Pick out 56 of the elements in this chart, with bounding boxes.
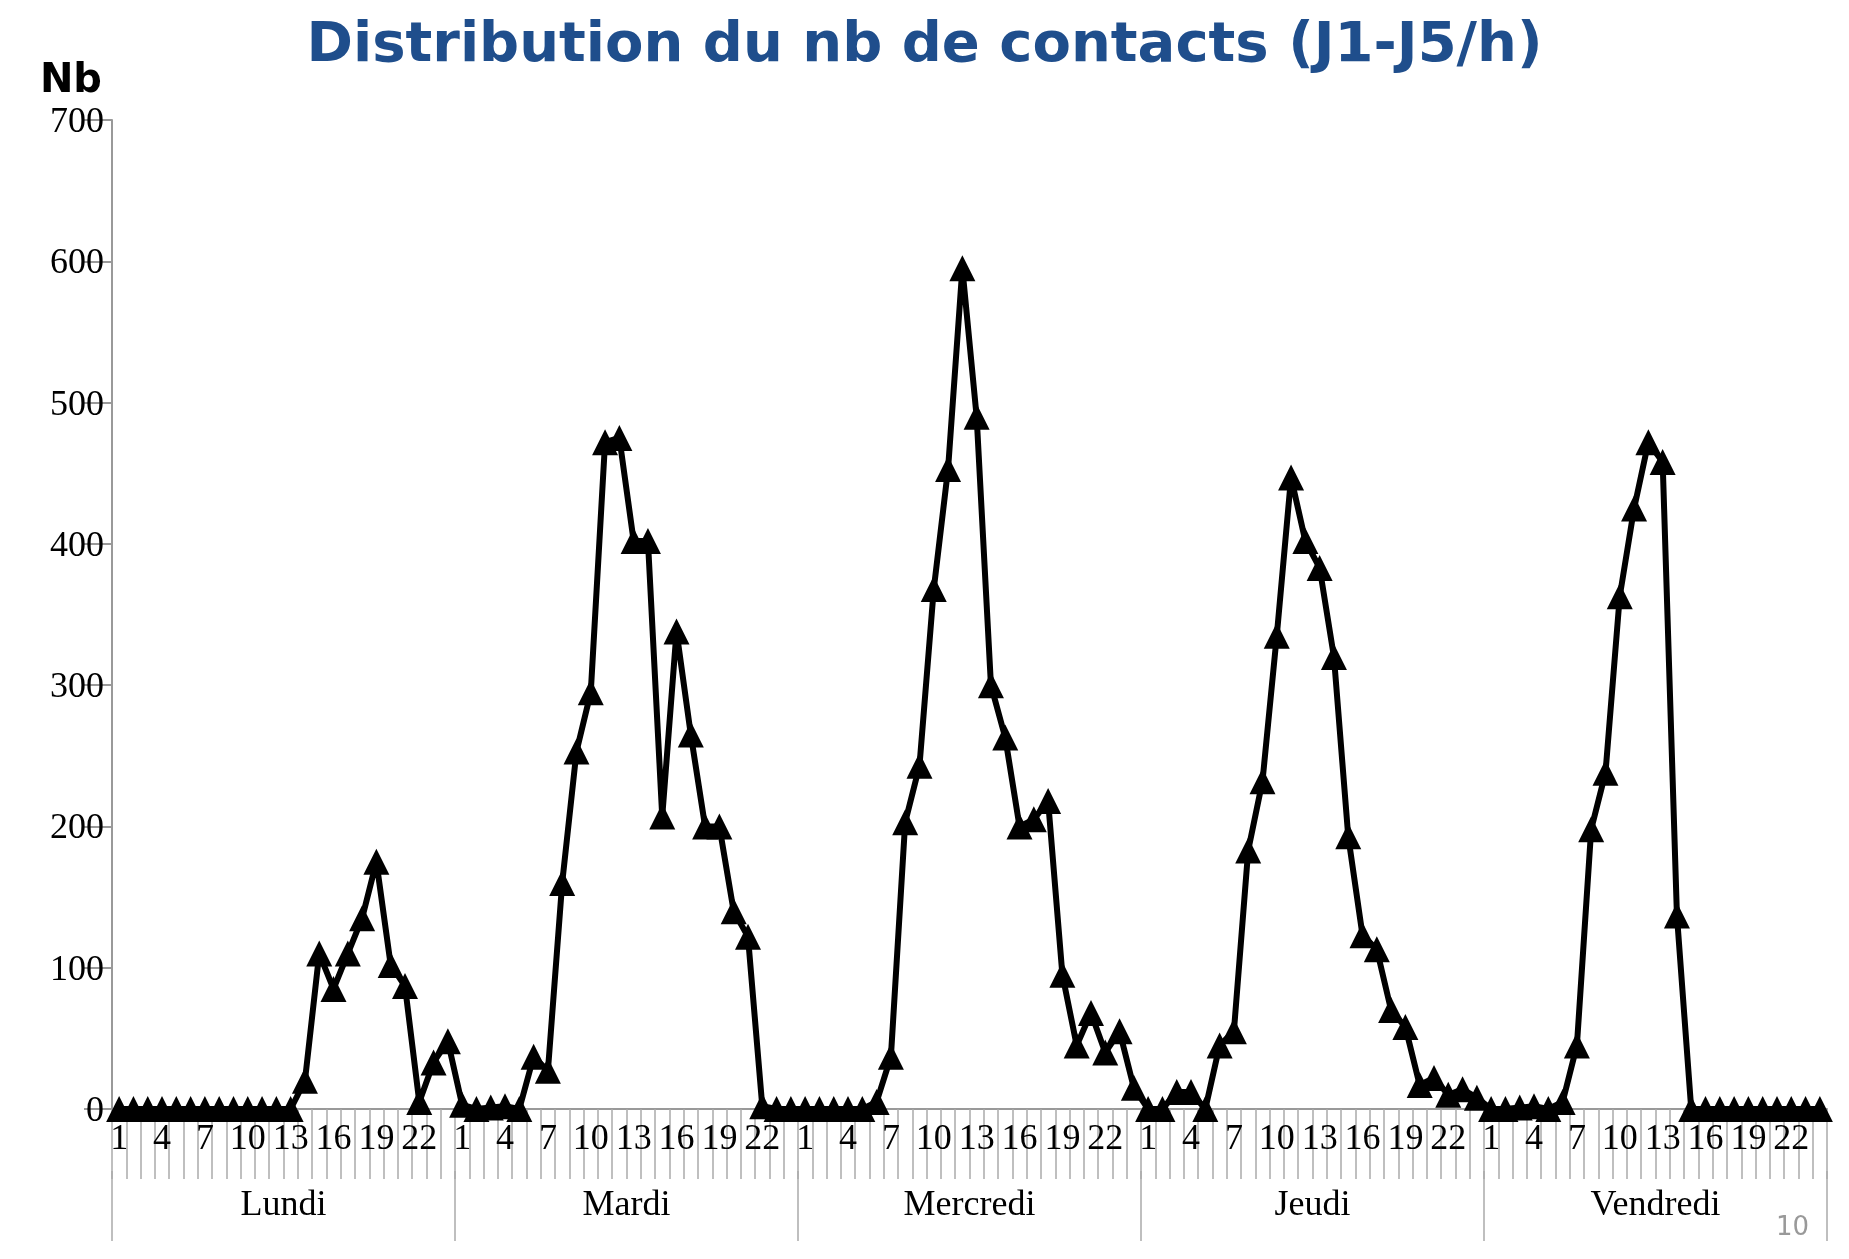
x-tick-label: 22: [1430, 1117, 1467, 1157]
y-tick-label: 700: [50, 100, 104, 140]
x-tick-label: 1: [110, 1117, 129, 1157]
x-tick-label: 19: [1387, 1117, 1424, 1157]
x-tick-label: 4: [839, 1117, 858, 1157]
x-tick-label: 16: [315, 1117, 352, 1157]
x-tick-label: 10: [915, 1117, 952, 1157]
y-tick-label: 500: [50, 382, 104, 423]
text: Lundi: [240, 1183, 327, 1223]
x-tick-label: 13: [1644, 1117, 1681, 1157]
x-tick-label: 4: [153, 1117, 172, 1157]
x-tick-label: 22: [1087, 1117, 1124, 1157]
x-tick-label: 7: [1224, 1117, 1243, 1157]
x-tick-label: 22: [401, 1117, 438, 1157]
x-tick-label: 16: [658, 1117, 695, 1157]
x-tick-label: 4: [1525, 1117, 1544, 1157]
y-tick-label: 300: [50, 665, 104, 706]
y-tick-label: 100: [50, 947, 104, 988]
chart-title: Distribution du nb de contacts (J1-J5/h): [306, 8, 1543, 74]
y-tick-label: 400: [50, 523, 104, 564]
text: Vendredi: [1590, 1183, 1721, 1223]
x-tick-label: 13: [958, 1117, 995, 1157]
x-tick-label: 10: [1258, 1117, 1295, 1157]
x-tick-label: 13: [615, 1117, 652, 1157]
x-tick-label: 19: [1044, 1117, 1081, 1157]
x-tick-label: 13: [272, 1117, 309, 1157]
text: Mercredi: [903, 1183, 1036, 1223]
x-tick-label: 22: [1773, 1117, 1810, 1157]
x-tick-label: 19: [701, 1117, 738, 1157]
x-tick-label: 19: [1730, 1117, 1767, 1157]
text: Mardi: [582, 1183, 671, 1223]
y-tick-label: 600: [50, 241, 104, 282]
x-tick-label: 1: [1482, 1117, 1501, 1157]
x-tick-label: 19: [358, 1117, 395, 1157]
x-tick-label: 1: [1139, 1117, 1158, 1157]
text: 10: [1775, 1211, 1810, 1241]
y-axis-title: Nb: [39, 55, 102, 101]
x-tick-label: 22: [744, 1117, 781, 1157]
x-tick-label: 13: [1301, 1117, 1338, 1157]
x-tick-label: 7: [195, 1117, 214, 1157]
x-tick-label: 10: [1601, 1117, 1638, 1157]
x-tick-label: 16: [1344, 1117, 1381, 1157]
x-tick-label: 4: [1182, 1117, 1201, 1157]
x-tick-label: 1: [453, 1117, 472, 1157]
x-tick-label: 7: [1567, 1117, 1586, 1157]
y-tick-label: 0: [86, 1089, 104, 1129]
x-tick-label: 10: [229, 1117, 266, 1157]
x-tick-label: 16: [1687, 1117, 1724, 1157]
x-tick-label: 10: [572, 1117, 609, 1157]
x-tick-label: 7: [881, 1117, 900, 1157]
y-tick-label: 200: [50, 806, 104, 847]
x-tick-label: 7: [538, 1117, 557, 1157]
text: Jeudi: [1274, 1183, 1351, 1223]
x-tick-label: 1: [796, 1117, 815, 1157]
x-tick-label: 4: [496, 1117, 515, 1157]
x-tick-label: 16: [1001, 1117, 1038, 1157]
